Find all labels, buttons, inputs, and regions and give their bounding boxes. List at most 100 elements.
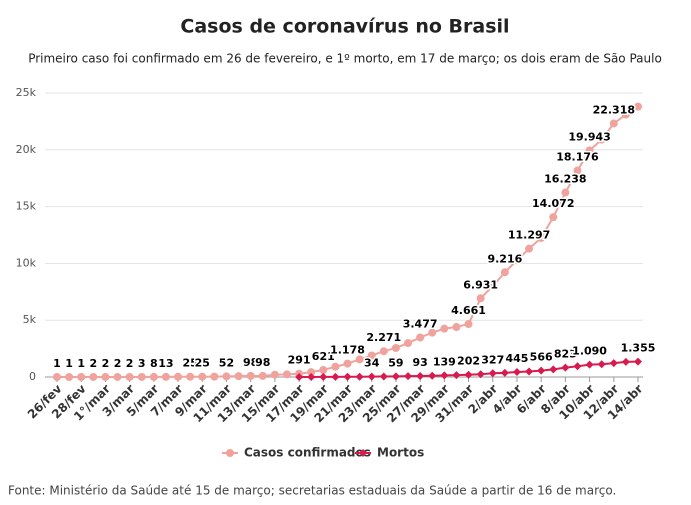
data-point	[186, 372, 195, 381]
data-point	[464, 320, 473, 329]
data-label: 93	[412, 356, 427, 369]
data-label: 19.943	[568, 130, 610, 143]
data-point	[440, 371, 449, 380]
data-label: 2	[114, 357, 122, 370]
data-point	[270, 370, 279, 379]
data-point	[488, 369, 497, 378]
data-point	[234, 372, 243, 381]
data-label: 98	[255, 356, 270, 369]
data-label: 59	[388, 356, 403, 369]
data-point	[53, 372, 61, 381]
data-label: 14.072	[532, 197, 574, 210]
data-label: 445	[505, 352, 528, 365]
data-label: 34	[364, 357, 380, 370]
data-point	[500, 268, 509, 277]
data-label: 1	[77, 357, 85, 370]
data-point	[149, 372, 158, 381]
legend-item: Mortos	[355, 446, 424, 460]
data-point	[573, 166, 582, 175]
y-tick-label: 5k	[23, 313, 37, 326]
data-point	[359, 449, 367, 457]
data-point	[258, 371, 267, 380]
legend-label: Mortos	[377, 446, 424, 460]
data-point	[307, 368, 316, 377]
data-label: 202	[457, 355, 480, 368]
y-tick-label: 10k	[16, 256, 37, 269]
data-point	[416, 333, 425, 342]
chart-title: Casos de coronavírus no Brasil	[180, 16, 509, 38]
data-label: 8	[150, 357, 158, 370]
data-label: 139	[433, 355, 456, 368]
data-label: 2	[126, 357, 134, 370]
data-label: 327	[481, 353, 504, 366]
data-point	[125, 372, 134, 381]
data-point	[476, 294, 485, 303]
data-point	[452, 371, 461, 380]
data-point	[101, 372, 110, 381]
data-point	[367, 372, 376, 381]
data-point	[379, 372, 388, 381]
data-point	[428, 371, 437, 380]
source-note: Fonte: Ministério da Saúde até 15 de mar…	[8, 484, 616, 498]
data-point	[391, 343, 400, 352]
data-label: 1.090	[572, 345, 607, 358]
data-point	[428, 328, 437, 337]
data-point	[500, 368, 509, 377]
data-label: 3	[138, 357, 146, 370]
data-point	[537, 233, 546, 242]
data-point	[331, 362, 340, 371]
data-point	[634, 357, 642, 366]
data-point	[525, 244, 534, 253]
data-label: 52	[219, 356, 234, 369]
data-point	[609, 119, 618, 128]
y-tick-label: 15k	[16, 200, 37, 213]
data-label: 22.318	[593, 103, 635, 116]
data-point	[621, 110, 630, 119]
data-point	[597, 135, 606, 144]
data-point	[464, 370, 473, 379]
legend-item: Casos confirmados	[222, 446, 371, 460]
data-point	[161, 372, 170, 381]
data-label: 3.477	[403, 318, 438, 331]
data-point	[331, 372, 340, 381]
data-label: 1.178	[330, 344, 365, 357]
data-point	[609, 359, 618, 368]
data-label: 25	[182, 357, 197, 370]
data-point	[282, 370, 291, 379]
chart-subtitle: Primeiro caso foi confirmado em 26 de fe…	[28, 52, 662, 66]
data-point	[222, 372, 231, 381]
data-label: 18.176	[556, 151, 599, 164]
data-point	[537, 366, 546, 375]
data-label: 566	[530, 351, 553, 364]
data-point	[549, 365, 558, 374]
data-label: 16.238	[544, 173, 586, 186]
data-point	[226, 449, 234, 457]
data-label: 25	[195, 357, 210, 370]
data-point	[137, 372, 146, 381]
data-point	[512, 367, 521, 376]
data-point	[343, 359, 352, 368]
data-label: 823	[554, 348, 577, 361]
y-tick-label: 25k	[16, 86, 37, 99]
data-label: 11.297	[508, 229, 550, 242]
y-tick-label: 20k	[16, 143, 37, 156]
data-point	[379, 347, 388, 356]
data-label: 621	[312, 350, 335, 363]
series-line	[57, 105, 639, 378]
data-point	[452, 323, 461, 332]
data-point	[113, 372, 122, 381]
data-label: 13	[158, 357, 173, 370]
data-point	[512, 256, 521, 265]
data-point	[476, 370, 485, 379]
data-label: 1.355	[621, 342, 656, 355]
y-tick-label: 0	[29, 370, 36, 383]
data-point	[355, 355, 364, 364]
data-point	[573, 362, 582, 371]
data-label: 98	[243, 356, 258, 369]
data-point	[391, 372, 400, 381]
data-point	[621, 357, 630, 366]
data-point	[307, 372, 316, 381]
data-point	[367, 351, 376, 360]
data-point	[404, 339, 413, 348]
data-point	[597, 360, 606, 369]
